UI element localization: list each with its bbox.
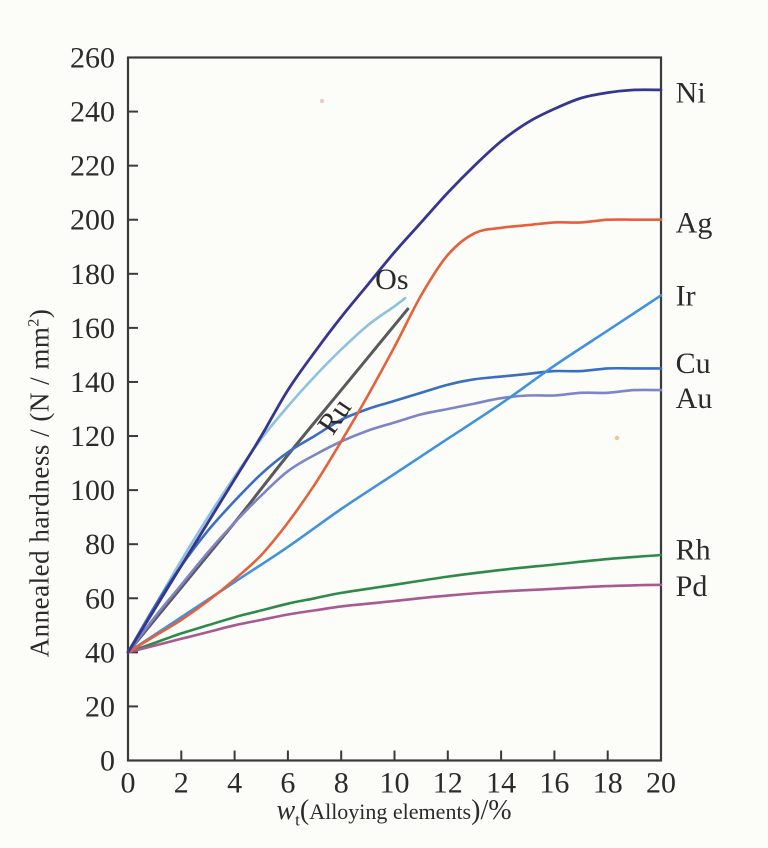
series-line-ru [126,307,410,654]
series-label-ag: Ag [676,206,713,239]
series-label-ir: Ir [676,279,696,312]
series-line-rh [126,553,663,654]
y-tick-label: 200 [70,204,115,237]
y-tick-label: 100 [70,474,115,507]
x-axis-title-units: )/% [471,795,512,826]
series-line-ag [126,218,663,654]
y-tick-label: 220 [70,150,115,183]
series-line-ni [126,88,663,654]
x-tick-label: 8 [334,767,349,800]
x-tick-label: 20 [646,767,676,800]
series-label-ni: Ni [676,77,706,110]
x-tick-label: 4 [227,767,242,800]
y-tick-label: 160 [70,312,115,345]
x-axis-title-open-paren: ( [299,795,310,826]
x-axis-title-symbol: w [276,795,296,826]
series-label-os: Os [375,263,408,296]
series-label-au: Au [676,382,713,415]
y-tick-label: 60 [85,582,115,615]
y-tick-label: 260 [70,42,115,75]
x-tick-label: 14 [486,767,516,800]
plot-frame [126,56,663,762]
series-line-cu [126,366,663,654]
series-label-rh: Rh [676,534,711,567]
x-tick-label: 6 [280,767,295,800]
x-tick-label: 10 [380,767,410,800]
x-tick-label: 18 [593,767,623,800]
scan-artifact-dot [319,98,325,104]
series-line-os [126,296,407,654]
x-axis-title-inner: Alloying elements [309,799,472,824]
series-line-au [126,388,663,654]
series-label-cu: Cu [676,347,711,380]
y-tick-label: 140 [70,366,115,399]
y-axis-title-superscript: 2 [25,318,43,327]
series-line-pd [126,583,663,654]
y-axis-title: Annealed hardness / (N / mm2) [25,309,56,658]
y-tick-label: 80 [85,528,115,561]
x-axis-title: wt(Alloying elements)/% [276,795,511,831]
x-tick-label: 0 [121,767,136,800]
x-axis-title-subscript: t [295,810,300,830]
y-tick-label: 20 [85,690,115,723]
y-axis-title-text: Annealed hardness / (N / mm [24,326,55,658]
y-tick-label: 180 [70,258,115,291]
y-tick-label: 40 [85,636,115,669]
x-tick-label: 2 [174,767,189,800]
x-tick-label: 12 [433,767,463,800]
scan-artifact-dot [614,435,620,441]
y-tick-label: 0 [100,745,115,778]
y-tick-label: 120 [70,420,115,453]
y-axis-title-close: ) [24,308,55,319]
x-tick-label: 16 [539,767,569,800]
y-tick-label: 240 [70,96,115,129]
series-label-pd: Pd [676,570,708,603]
